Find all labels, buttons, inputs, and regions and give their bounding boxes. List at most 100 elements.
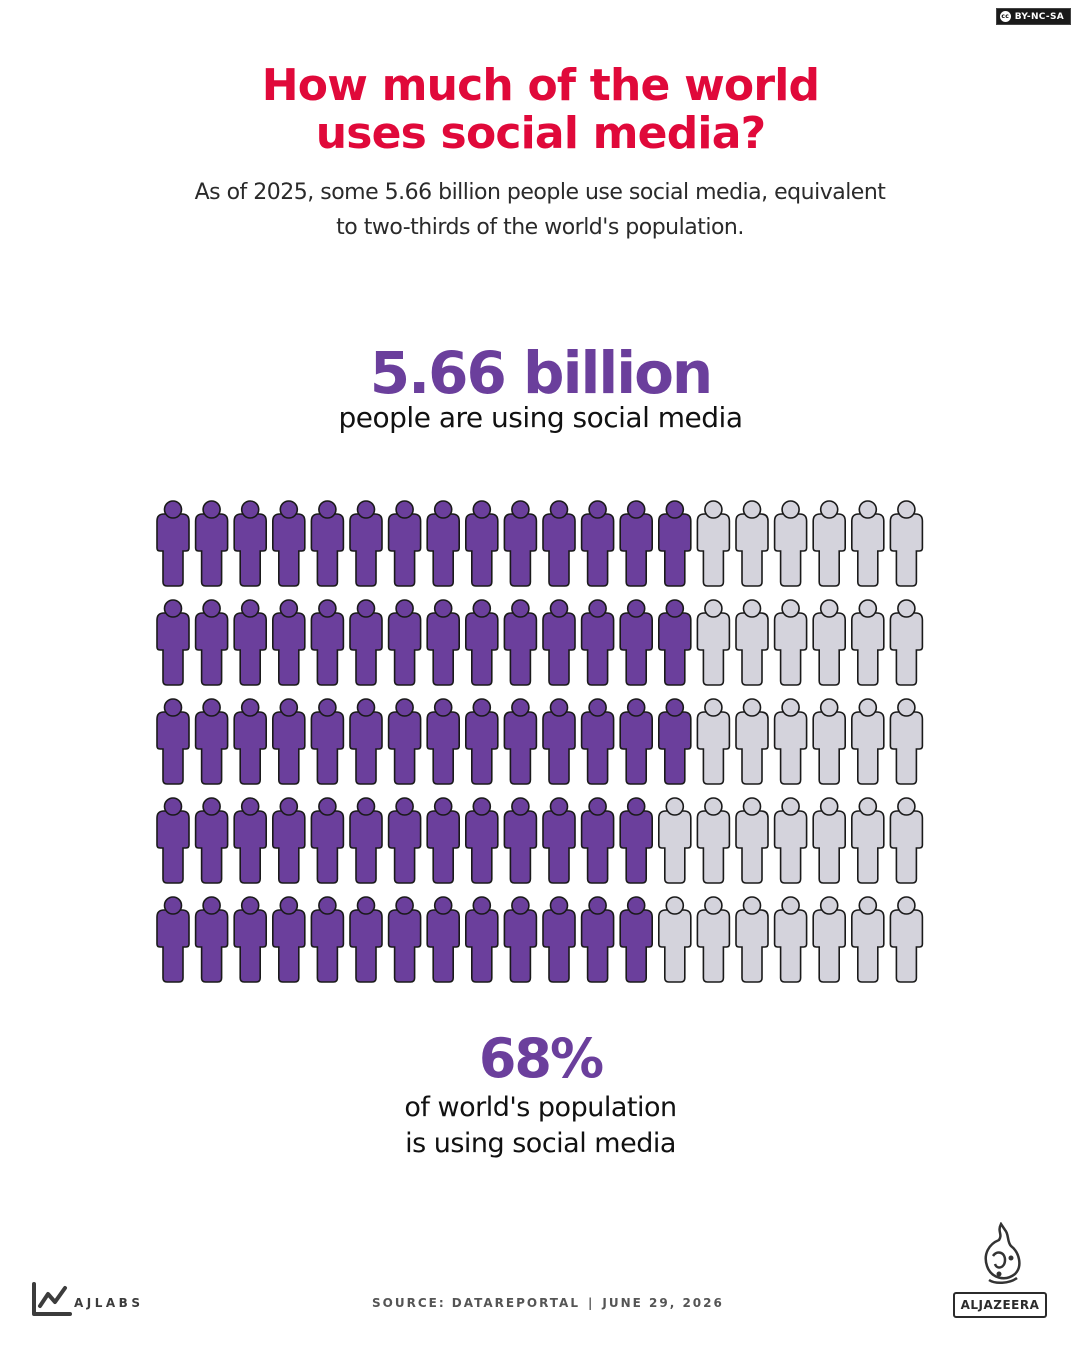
percent-value: 68%: [478, 1027, 604, 1090]
person-icon: [503, 599, 538, 686]
person-icon: [194, 896, 229, 983]
person-icon: [464, 797, 499, 884]
person-icon: [850, 896, 885, 983]
person-icon: [233, 500, 267, 587]
source-line: SOURCE: DATAREPORTAL | JUNE 29, 2026: [372, 1296, 724, 1310]
percent-caption-line-1: of world's population: [404, 1092, 677, 1123]
person-icon: [850, 698, 885, 785]
subtitle-line-1: As of 2025, some 5.66 billion people use…: [194, 180, 886, 205]
person-icon: [272, 797, 306, 884]
person-icon: [773, 896, 808, 983]
brand-label: AJLABS: [74, 1296, 144, 1310]
person-icon: [889, 599, 924, 686]
page-title: How much of the world uses social media?: [0, 62, 1081, 158]
person-icon: [387, 896, 422, 983]
person-icon: [773, 698, 808, 785]
percent-caption: of world's population is using social me…: [0, 1090, 1081, 1162]
person-icon: [696, 797, 731, 884]
person-icon: [156, 698, 190, 785]
creative-commons-icon: cc: [999, 11, 1011, 22]
person-icon: [194, 698, 229, 785]
person-icon: [735, 599, 769, 686]
percent-caption-line-2: is using social media: [405, 1128, 676, 1159]
person-icon: [889, 698, 924, 785]
person-icon: [735, 698, 769, 785]
person-icon: [426, 599, 461, 686]
title-line-1: How much of the world: [261, 60, 820, 111]
aljazeera-wordmark: ALJAZEERA: [953, 1292, 1047, 1318]
person-icon: [194, 599, 229, 686]
billion-caption: people are using social media: [338, 401, 743, 434]
person-icon: [426, 698, 461, 785]
person-icon: [272, 896, 306, 983]
person-icon: [156, 500, 190, 587]
person-icon: [387, 698, 422, 785]
person-icon: [696, 896, 731, 983]
person-icon: [310, 698, 345, 785]
person-icon: [657, 599, 692, 686]
person-icon: [156, 599, 190, 686]
person-icon: [349, 500, 383, 587]
person-icon: [426, 797, 461, 884]
license-text: BY-NC-SA: [1014, 11, 1064, 22]
person-icon: [812, 896, 847, 983]
page-subtitle: As of 2025, some 5.66 billion people use…: [140, 175, 940, 245]
person-icon: [272, 698, 306, 785]
person-icon: [310, 599, 345, 686]
person-icon: [503, 698, 538, 785]
person-icon: [310, 896, 345, 983]
person-icon: [464, 599, 499, 686]
person-icon: [233, 797, 267, 884]
person-icon: [735, 500, 769, 587]
person-icon: [580, 599, 615, 686]
person-icon: [735, 797, 769, 884]
person-icon: [580, 797, 615, 884]
person-icon: [619, 698, 654, 785]
person-icon: [812, 500, 847, 587]
person-icon: [542, 896, 576, 983]
person-icon: [657, 698, 692, 785]
person-icon: [349, 599, 383, 686]
person-icon: [773, 599, 808, 686]
person-icon: [850, 797, 885, 884]
license-badge: cc BY-NC-SA: [995, 8, 1071, 25]
person-icon: [657, 797, 692, 884]
person-icon: [696, 698, 731, 785]
person-icon: [387, 500, 422, 587]
person-icon: [580, 896, 615, 983]
person-icon: [464, 500, 499, 587]
person-icon: [349, 896, 383, 983]
person-icon: [194, 797, 229, 884]
aljazeera-emblem-icon: [984, 1222, 1021, 1284]
person-icon: [503, 500, 538, 587]
person-icon: [542, 698, 576, 785]
person-icon: [156, 896, 190, 983]
title-line-2: uses social media?: [315, 108, 766, 159]
person-icon: [696, 599, 731, 686]
person-icon: [503, 797, 538, 884]
person-icon: [812, 797, 847, 884]
person-icon: [889, 500, 924, 587]
person-icon: [464, 698, 499, 785]
person-icon: [387, 797, 422, 884]
person-icon: [773, 500, 808, 587]
source-text: SOURCE: DATAREPORTAL: [372, 1296, 580, 1310]
person-icon: [310, 500, 345, 587]
person-icon: [310, 797, 345, 884]
person-icon: [580, 500, 615, 587]
person-icon: [542, 797, 576, 884]
source-date: JUNE 29, 2026: [602, 1296, 724, 1310]
person-icon: [619, 797, 654, 884]
person-icon: [426, 500, 461, 587]
person-icon: [619, 599, 654, 686]
person-icon: [233, 896, 267, 983]
person-icon: [272, 599, 306, 686]
person-icon: [812, 698, 847, 785]
person-icon: [619, 896, 654, 983]
person-icon: [194, 500, 229, 587]
source-separator: |: [588, 1296, 595, 1310]
ajlabs-logo-icon: [32, 1282, 72, 1316]
person-icon: [850, 500, 885, 587]
person-icon: [657, 500, 692, 587]
person-icon: [156, 797, 190, 884]
